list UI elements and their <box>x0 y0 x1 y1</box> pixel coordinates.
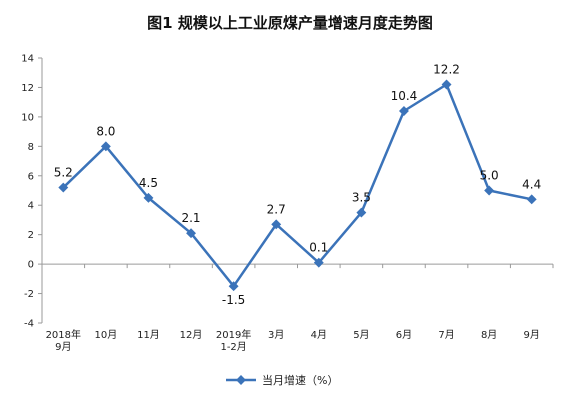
x-tick-label: 5月 <box>353 329 369 341</box>
y-tick-label: 0 <box>28 260 34 271</box>
data-label: 5.0 <box>480 169 499 183</box>
y-tick-label: 6 <box>28 171 34 182</box>
data-point <box>228 281 239 292</box>
y-tick-label: 2 <box>28 230 34 241</box>
plot-area: -4 -2 0 2 4 6 8 10 12 14 2018年 9月 10月 11月 12月 2019年 1-2月… <box>21 54 554 353</box>
x-tick-label: 4月 <box>311 329 327 341</box>
x-tick-label: 3月 <box>268 329 284 341</box>
data-point <box>58 182 69 193</box>
x-tick-label: 2019年 1-2月 <box>216 328 251 353</box>
data-label: 8.0 <box>96 124 115 138</box>
y-tick-label: -2 <box>24 289 34 300</box>
x-tick-label: 2018年 9月 <box>46 328 81 353</box>
data-label: 2.1 <box>181 211 200 225</box>
x-tick-label: 7月 <box>438 329 454 341</box>
data-label: 5.2 <box>54 166 73 180</box>
y-tick-label: -4 <box>24 319 34 330</box>
data-point <box>100 141 111 152</box>
data-label: 10.4 <box>391 89 418 103</box>
y-tick-label: 10 <box>21 112 34 123</box>
data-label: 4.5 <box>139 176 158 190</box>
x-tick-label: 12月 <box>180 329 203 341</box>
data-label: 4.4 <box>522 177 541 191</box>
y-tick-label: 14 <box>21 54 34 65</box>
legend-marker-icon <box>236 375 246 385</box>
data-label: 2.7 <box>267 202 286 216</box>
data-point <box>143 192 154 203</box>
y-tick-label: 12 <box>21 83 34 94</box>
data-point <box>271 219 282 230</box>
data-label: -1.5 <box>222 293 245 307</box>
x-tick-label: 8月 <box>481 329 497 341</box>
data-point <box>313 257 324 268</box>
data-label: 0.1 <box>309 241 328 255</box>
x-tick-label: 9月 <box>524 329 540 341</box>
data-point <box>526 194 537 205</box>
x-tick-label: 11月 <box>137 329 160 341</box>
chart-title: 图1 规模以上工业原煤产量增速月度走势图 <box>147 14 433 32</box>
y-tick-label: 4 <box>28 201 34 212</box>
series-line <box>62 83 532 288</box>
legend: 当月增速（%） <box>226 373 338 387</box>
data-label: 12.2 <box>433 63 460 77</box>
data-point <box>186 228 196 239</box>
legend-label: 当月增速（%） <box>262 373 338 387</box>
y-tick-label: 8 <box>28 142 34 153</box>
x-tick-label: 10月 <box>95 329 118 341</box>
data-point <box>484 185 495 196</box>
data-label: 3.5 <box>352 191 371 205</box>
x-tick-label: 6月 <box>396 329 412 341</box>
data-point <box>356 207 367 218</box>
